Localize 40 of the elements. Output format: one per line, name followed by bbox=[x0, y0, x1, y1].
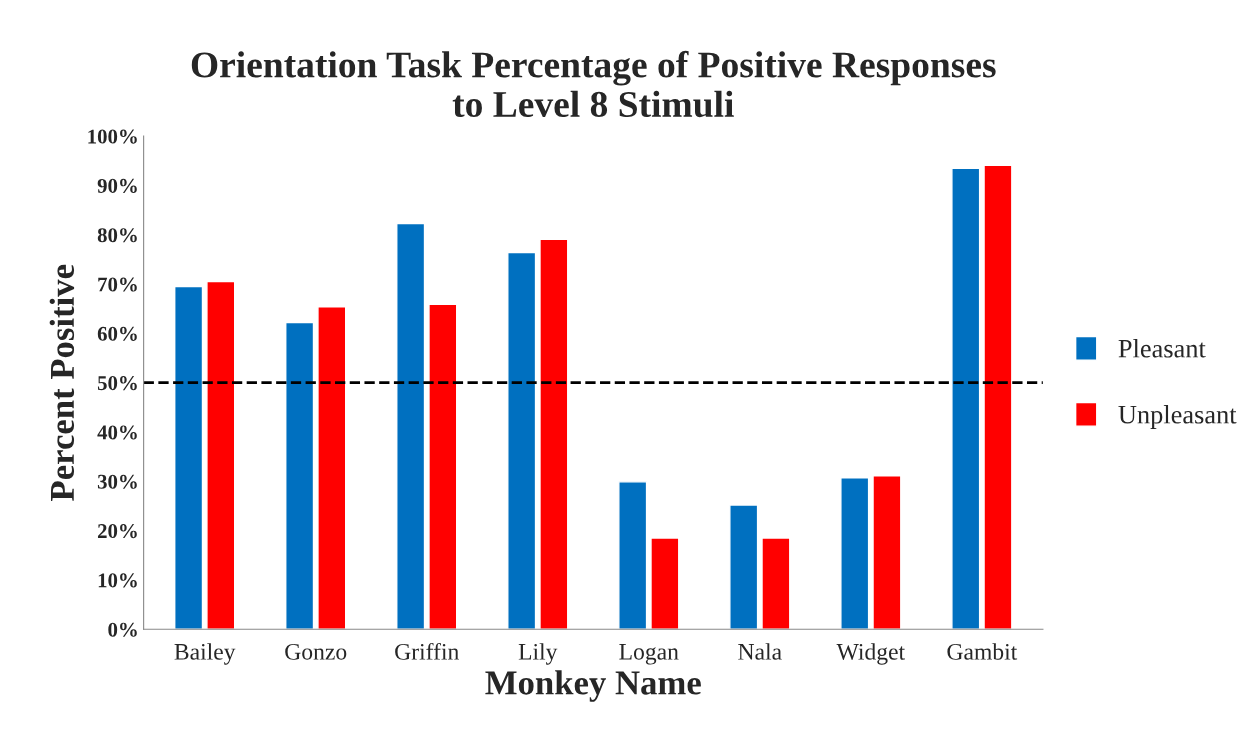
bar bbox=[539, 238, 569, 630]
bar bbox=[206, 280, 236, 630]
legend-label: Unpleasant bbox=[1118, 405, 1237, 429]
bar bbox=[840, 477, 870, 630]
bar bbox=[650, 537, 680, 630]
bar bbox=[396, 222, 426, 630]
x-tick-label: Lily bbox=[518, 643, 558, 665]
x-tick-label: Bailey bbox=[174, 643, 236, 665]
y-tick-label: 20% bbox=[97, 524, 137, 539]
bar bbox=[428, 303, 458, 630]
x-tick-label: Widget bbox=[836, 643, 905, 665]
bar bbox=[761, 537, 791, 630]
y-tick-label: 10% bbox=[98, 573, 137, 588]
bar bbox=[983, 164, 1013, 630]
legend-label: Pleasant bbox=[1118, 339, 1206, 358]
y-tick-label: 60% bbox=[97, 326, 137, 341]
y-tick-label: 50% bbox=[97, 376, 137, 391]
x-tick-label: Logan bbox=[619, 644, 679, 665]
bar bbox=[285, 321, 315, 630]
bar bbox=[872, 475, 902, 630]
bar bbox=[317, 306, 347, 630]
x-tick-label: Gonzo bbox=[285, 643, 347, 660]
bar bbox=[174, 285, 204, 630]
chart-title: Orientation Task Percentage of Positive Responses to Level 8 Stimuli bbox=[191, 50, 996, 118]
x-tick-label: Gambit bbox=[947, 643, 1018, 660]
y-tick-label: 30% bbox=[97, 474, 137, 489]
y-tick-label: 80% bbox=[97, 228, 137, 243]
y-tick-label: 40% bbox=[97, 425, 137, 440]
y-tick-label: 100% bbox=[88, 129, 137, 144]
bar bbox=[507, 251, 537, 630]
bar bbox=[729, 504, 759, 630]
y-tick-label: 0% bbox=[108, 622, 137, 637]
x-tick-label: Nala bbox=[738, 643, 782, 660]
y-tick-label: 90% bbox=[97, 178, 137, 193]
y-tick-label: 70% bbox=[98, 277, 137, 292]
bar bbox=[951, 167, 981, 630]
x-tick-label: Griffin bbox=[395, 642, 459, 660]
x-axis-title: Monkey Name bbox=[485, 670, 701, 702]
bar bbox=[618, 481, 648, 630]
y-axis-title: Percent Positive bbox=[49, 264, 75, 501]
